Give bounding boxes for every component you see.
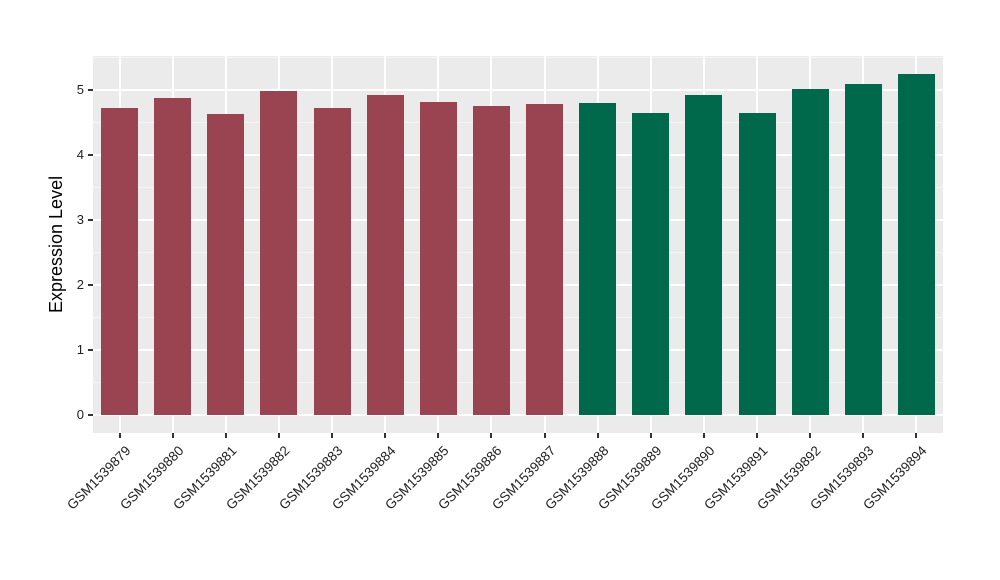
bar-GSM1539891 bbox=[738, 113, 776, 415]
x-tick bbox=[118, 433, 121, 438]
x-tick bbox=[649, 433, 652, 438]
y-tick bbox=[88, 219, 93, 221]
gridline-major-horizontal bbox=[93, 89, 943, 91]
x-tick bbox=[437, 433, 440, 438]
y-tick-label: 1 bbox=[76, 342, 84, 357]
bar-GSM1539890 bbox=[685, 94, 723, 415]
y-tick-label: 0 bbox=[76, 407, 84, 422]
x-tick bbox=[862, 433, 865, 438]
y-tick-label: 5 bbox=[76, 82, 84, 97]
gridline-major-horizontal bbox=[93, 284, 943, 286]
bar-GSM1539882 bbox=[260, 91, 298, 415]
gridline-minor-horizontal bbox=[93, 57, 943, 58]
x-tick bbox=[809, 433, 812, 438]
gridline-minor-horizontal bbox=[93, 122, 943, 123]
plot-panel bbox=[93, 56, 943, 433]
y-tick bbox=[88, 414, 93, 416]
y-tick bbox=[88, 89, 93, 91]
x-tick bbox=[224, 433, 227, 438]
gridline-major-horizontal bbox=[93, 414, 943, 416]
x-tick bbox=[702, 433, 705, 438]
bar-GSM1539884 bbox=[366, 95, 404, 415]
bar-GSM1539887 bbox=[526, 103, 564, 415]
x-tick bbox=[543, 433, 546, 438]
bar-GSM1539888 bbox=[579, 103, 617, 415]
x-tick bbox=[490, 433, 493, 438]
x-tick bbox=[171, 433, 174, 438]
bar-GSM1539881 bbox=[207, 114, 245, 415]
gridline-major-horizontal bbox=[93, 349, 943, 351]
gridline-major-horizontal bbox=[93, 219, 943, 221]
bar-GSM1539879 bbox=[101, 108, 139, 415]
bar-GSM1539883 bbox=[313, 107, 351, 415]
bar-GSM1539885 bbox=[419, 101, 457, 415]
y-tick-label: 4 bbox=[76, 147, 84, 162]
y-axis-title: Expression Level bbox=[46, 175, 66, 314]
y-tick-label: 3 bbox=[76, 212, 84, 227]
gridline-minor-horizontal bbox=[93, 187, 943, 188]
x-tick-label: GSM1539886 bbox=[435, 443, 506, 513]
gridline-major-horizontal bbox=[93, 154, 943, 156]
x-tick bbox=[277, 433, 280, 438]
gridline-minor-horizontal bbox=[93, 317, 943, 318]
x-tick-label: GSM1539879 bbox=[63, 443, 134, 513]
bar-GSM1539880 bbox=[154, 97, 192, 415]
x-tick bbox=[596, 433, 599, 438]
x-tick bbox=[915, 433, 918, 438]
gridline-minor-horizontal bbox=[93, 252, 943, 253]
bar-GSM1539889 bbox=[632, 112, 670, 415]
bar-GSM1539886 bbox=[472, 106, 510, 415]
x-tick-label: GSM1539887 bbox=[488, 443, 559, 513]
x-tick bbox=[756, 433, 759, 438]
bar-GSM1539892 bbox=[791, 89, 829, 415]
bar-GSM1539894 bbox=[897, 73, 935, 415]
y-tick bbox=[88, 349, 93, 351]
gridline-minor-horizontal bbox=[93, 382, 943, 383]
y-tick bbox=[88, 154, 93, 156]
y-tick-label: 2 bbox=[76, 277, 84, 292]
x-tick bbox=[331, 433, 334, 438]
x-tick bbox=[384, 433, 387, 438]
y-tick bbox=[88, 284, 93, 286]
bar-GSM1539893 bbox=[844, 84, 882, 415]
x-tick-label: GSM1539894 bbox=[860, 443, 931, 513]
